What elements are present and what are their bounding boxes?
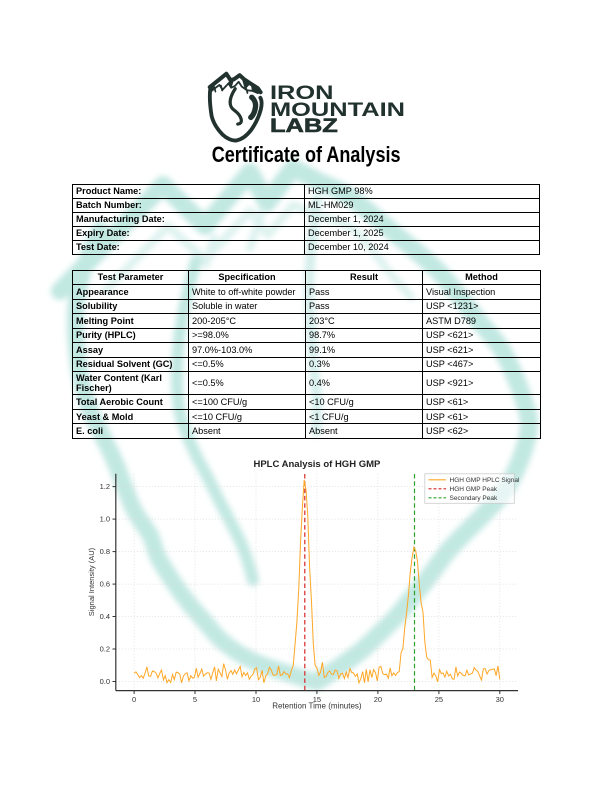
svg-text:Secondary Peak: Secondary Peak: [450, 495, 498, 502]
svg-text:0.4: 0.4: [100, 612, 110, 621]
svg-text:0: 0: [132, 695, 136, 704]
svg-text:25: 25: [435, 695, 443, 704]
svg-text:15: 15: [313, 695, 321, 704]
svg-text:HGH GMP HPLC Signal: HGH GMP HPLC Signal: [450, 477, 521, 484]
svg-text:0.0: 0.0: [100, 677, 110, 686]
svg-text:0.8: 0.8: [100, 547, 110, 556]
svg-text:5: 5: [193, 695, 197, 704]
svg-text:HPLC Analysis of HGH GMP: HPLC Analysis of HGH GMP: [253, 459, 381, 470]
svg-text:Retention Time (minutes): Retention Time (minutes): [272, 702, 362, 711]
svg-text:Signal Intensity (AU): Signal Intensity (AU): [87, 547, 96, 616]
svg-text:30: 30: [496, 695, 504, 704]
svg-text:20: 20: [374, 695, 382, 704]
svg-text:1.2: 1.2: [100, 482, 110, 491]
svg-text:0.6: 0.6: [100, 580, 110, 589]
svg-text:HGH GMP Peak: HGH GMP Peak: [450, 486, 498, 493]
svg-text:0.2: 0.2: [100, 644, 110, 653]
svg-text:10: 10: [252, 695, 260, 704]
svg-text:1.0: 1.0: [100, 515, 110, 524]
